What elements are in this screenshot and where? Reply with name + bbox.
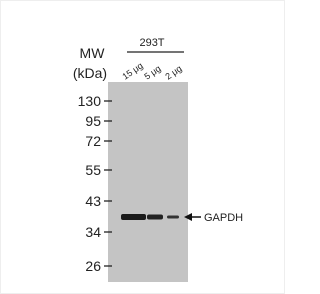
marker-label: 34 <box>85 224 101 240</box>
band <box>167 216 179 219</box>
marker-label: 55 <box>85 162 101 178</box>
mw-label: MW <box>80 45 106 61</box>
marker-label: 72 <box>85 133 101 149</box>
band <box>121 214 146 220</box>
band-label: GAPDH <box>204 212 243 224</box>
blot-membrane <box>108 82 188 282</box>
band <box>147 215 163 220</box>
marker-label: 43 <box>85 193 101 209</box>
cell-line-label: 293T <box>139 37 164 49</box>
marker-label: 26 <box>85 258 101 274</box>
marker-label: 130 <box>78 93 102 109</box>
marker-label: 95 <box>85 113 101 129</box>
unit-label: (kDa) <box>73 65 107 81</box>
